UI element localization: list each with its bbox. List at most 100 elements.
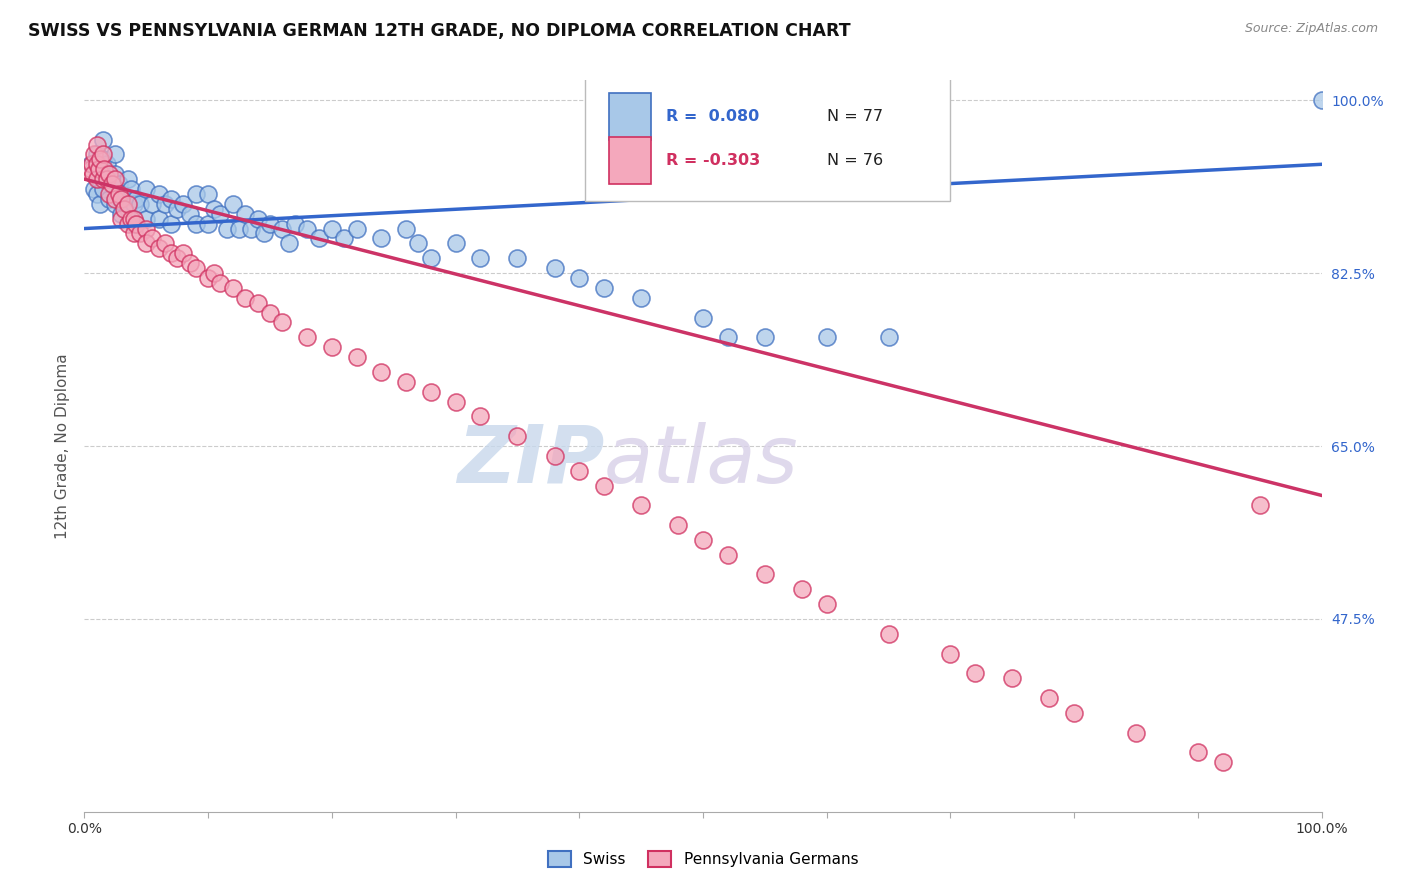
Point: [1212, 756, 1234, 770]
Point: [370, 365, 392, 379]
Point: [89, 197, 111, 211]
Point: [1063, 706, 1085, 720]
Text: Source: ZipAtlas.com: Source: ZipAtlas.com: [1244, 22, 1378, 36]
Point: [197, 186, 219, 201]
Point: [160, 246, 183, 260]
Text: R = -0.303: R = -0.303: [666, 153, 761, 169]
Point: [91, 147, 114, 161]
Point: [96, 172, 118, 186]
Point: [470, 409, 492, 424]
Point: [91, 182, 114, 196]
Point: [135, 236, 157, 251]
Point: [166, 202, 188, 216]
Point: [630, 291, 652, 305]
Point: [83, 182, 105, 196]
Point: [233, 207, 256, 221]
Point: [419, 251, 441, 265]
Point: [108, 186, 131, 201]
Point: [271, 221, 294, 235]
Point: [246, 211, 269, 226]
Point: [89, 162, 111, 177]
Point: [815, 597, 838, 611]
Point: [122, 211, 145, 226]
Point: [717, 330, 740, 344]
Point: [148, 186, 170, 201]
Point: [321, 340, 343, 354]
Point: [110, 207, 132, 221]
Point: [135, 182, 157, 196]
Point: [444, 236, 467, 251]
Point: [98, 186, 121, 201]
Point: [253, 227, 276, 241]
FancyBboxPatch shape: [609, 137, 651, 184]
Point: [122, 217, 145, 231]
Point: [129, 227, 152, 241]
Text: N = 76: N = 76: [827, 153, 883, 169]
Point: [100, 177, 122, 191]
Point: [98, 172, 121, 186]
Y-axis label: 12th Grade, No Diploma: 12th Grade, No Diploma: [55, 353, 70, 539]
Point: [93, 162, 115, 177]
Point: [395, 221, 418, 235]
Point: [148, 241, 170, 255]
Point: [79, 162, 101, 177]
Point: [141, 231, 163, 245]
Point: [172, 246, 194, 260]
Point: [112, 197, 135, 211]
Point: [117, 217, 139, 231]
Point: [408, 236, 430, 251]
Point: [284, 217, 307, 231]
Point: [91, 132, 114, 146]
Point: [98, 167, 121, 181]
Point: [815, 330, 838, 344]
Point: [222, 197, 245, 211]
Point: [120, 211, 142, 226]
Point: [215, 221, 238, 235]
Point: [1001, 671, 1024, 685]
Point: [1125, 725, 1147, 739]
Point: [86, 137, 108, 152]
Point: [939, 647, 962, 661]
Point: [166, 251, 188, 265]
Point: [965, 666, 987, 681]
Point: [179, 207, 201, 221]
Point: [110, 211, 132, 226]
Point: [419, 384, 441, 399]
Point: [692, 533, 714, 547]
Point: [470, 251, 492, 265]
Point: [295, 330, 318, 344]
Point: [110, 192, 132, 206]
Point: [96, 157, 118, 171]
Point: [543, 449, 565, 463]
Point: [148, 211, 170, 226]
Point: [135, 221, 157, 235]
Point: [104, 172, 127, 186]
Point: [630, 498, 652, 512]
Point: [184, 217, 207, 231]
Point: [321, 221, 343, 235]
Point: [91, 153, 114, 167]
Point: [89, 172, 111, 186]
Text: N = 77: N = 77: [827, 110, 883, 124]
Point: [259, 305, 281, 319]
Point: [666, 518, 689, 533]
Point: [271, 315, 294, 329]
Point: [1310, 93, 1333, 107]
Point: [86, 186, 108, 201]
Point: [135, 211, 157, 226]
Point: [141, 197, 163, 211]
Point: [333, 231, 356, 245]
Point: [295, 221, 318, 235]
Point: [790, 582, 813, 597]
Point: [129, 197, 152, 211]
Point: [104, 197, 127, 211]
Point: [153, 197, 176, 211]
Point: [346, 221, 368, 235]
Point: [277, 236, 299, 251]
Point: [100, 172, 122, 186]
Point: [370, 231, 392, 245]
Point: [122, 227, 145, 241]
Point: [153, 236, 176, 251]
Point: [83, 147, 105, 161]
FancyBboxPatch shape: [609, 94, 651, 140]
